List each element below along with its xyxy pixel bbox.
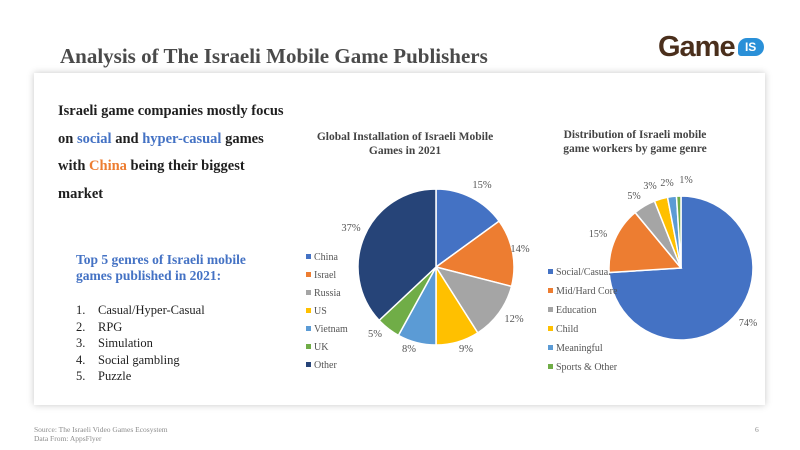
legend-label: Child [556,324,578,335]
genre-number: 2. [76,319,86,334]
legend-label: Russia [314,288,341,299]
data-from-text: Data From: AppsFlyer [34,434,102,443]
headline-highlight-hyper-casual: hyper-casual [142,130,222,147]
pie-slice-sports-other [675,195,682,269]
source-text: Source: The Israeli Video Games Ecosyste… [34,425,168,434]
legend-swatch [306,272,311,277]
genres-list: 1. Casual/Hyper-Casual 2. RPG 3. Simulation… [76,302,205,385]
pie-slice-mid-hard-core [608,211,683,274]
legend-swatch [548,345,553,350]
legend-label: Other [314,360,337,371]
slice-value-label: 12% [504,314,524,325]
legend-swatch [306,326,311,331]
slice-value-label: 5% [368,329,382,340]
slice-value-label: 3% [643,181,656,192]
genre-item: 2. RPG [76,319,205,336]
legend-swatch [306,344,311,349]
genre-item: 3. Simulation [76,335,205,352]
slice-value-label: 74% [739,318,757,329]
legend-label: Vietnam [314,324,348,335]
slice-value-label: 2% [660,178,673,189]
genre-number: 1. [76,303,86,317]
legend-swatch [548,307,553,312]
legend-label: China [314,252,338,263]
genres-title: Top 5 genres of Israeli mobile games pub… [76,252,246,283]
legend-label: Social/Casual [556,267,611,278]
installation-chart-title: Global Installation of Israeli Mobile Ga… [316,131,494,157]
legend-swatch [548,288,553,293]
genre-label: Puzzle [98,369,132,383]
logo-wordmark: Game [658,30,736,63]
headline-highlight-social: social [76,130,112,147]
genre-label: Social gambling [98,352,180,367]
legend-label: Israel [314,270,336,281]
legend-label: Meaningful [556,343,603,354]
legend-label: US [314,306,327,317]
legend-swatch [306,308,311,313]
slice-value-label: 37% [341,223,361,234]
legend-swatch [548,364,553,369]
legend-swatch [548,269,553,274]
genre-item: 1. Casual/Hyper-Casual [76,302,205,319]
legend-swatch [306,254,311,259]
legend-swatch [306,362,311,367]
slice-value-label: 9% [459,344,473,355]
headline-part: being their biggest market [58,158,245,202]
slice-value-label: 14% [510,244,530,255]
legend-label: UK [314,342,329,353]
legend-label: Education [556,305,597,316]
slice-value-label: 8% [402,344,416,355]
gameis-logo: Game IS [658,30,770,64]
genre-number: 3. [76,336,86,350]
slice-value-label: 15% [472,180,492,191]
genre-label: Simulation [98,336,153,350]
slice-value-label: 5% [627,191,640,202]
logo-badge: IS [737,38,764,56]
legend-label: Mid/Hard Core [556,286,618,297]
pie-slice-other [357,188,437,322]
footer-source: Source: The Israeli Video Games Ecosyste… [34,425,168,443]
slice-value-label: 1% [679,175,692,186]
headline-highlight-china: China [89,158,127,174]
genre-label: Casual/Hyper-Casual [98,303,205,317]
legend-label: Sports & Other [556,362,618,373]
page-title: Analysis of The Israeli Mobile Game Publ… [60,44,488,68]
headline-text: Israeli game companies mostly focus on s… [58,98,288,208]
legend-swatch [548,326,553,331]
genre-number: 5. [76,369,86,383]
genre-number: 4. [76,352,86,367]
genre-item: 4. Social gambling [76,352,205,369]
headline-part: Israeli game companies mostly focus on [58,103,284,147]
headline-part: games with [58,130,264,175]
slice-value-label: 15% [589,229,607,240]
workers-chart-title: Distribution of Israeli mobile game work… [563,129,707,155]
legend-swatch [306,290,311,295]
page-number: 6 [755,425,759,434]
genre-label: RPG [98,319,123,334]
pie-slice-china [435,188,501,269]
pie-slice-israel [434,220,515,288]
genre-item: 5. Puzzle [76,368,205,385]
headline-part: and [111,130,143,147]
